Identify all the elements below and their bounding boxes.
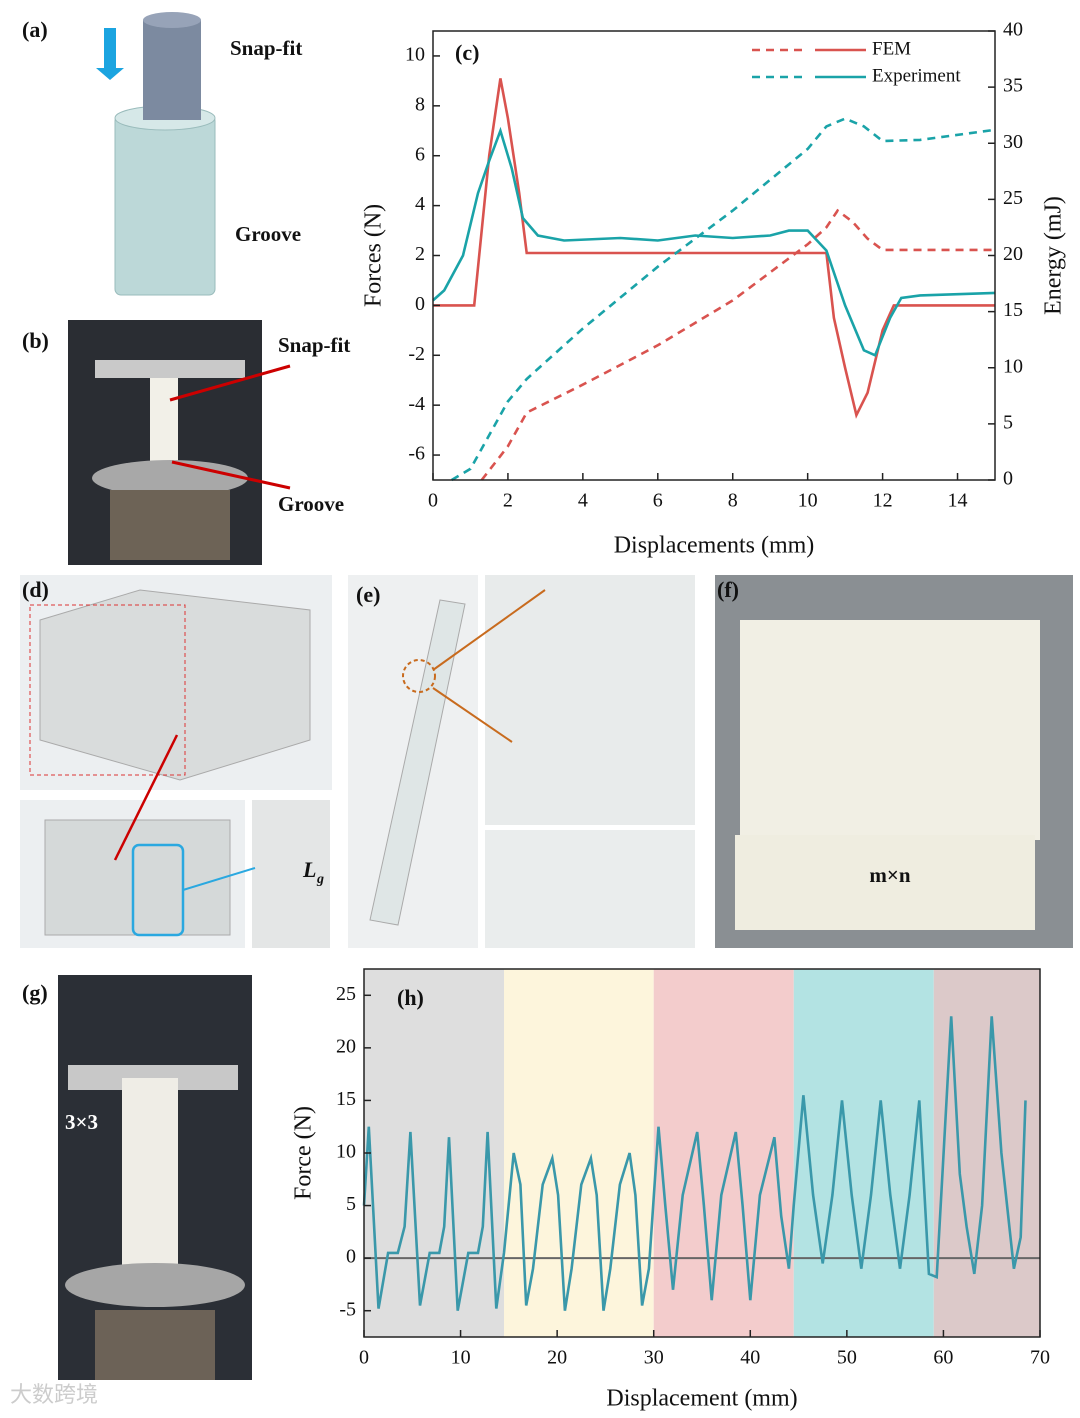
plot-frame (432, 30, 996, 481)
watermark: 大数跨境 (10, 1383, 98, 1408)
x-tick-label: 6 (653, 490, 663, 512)
y2-tick-label: 10 (1003, 355, 1023, 377)
data-line (362, 1016, 1027, 1311)
panel-label: (h) (397, 985, 424, 1010)
data-line (480, 208, 995, 481)
annotation: Groove (235, 222, 301, 246)
y2-tick-label: 35 (1003, 75, 1023, 97)
y-tick-label: 4 (415, 193, 425, 215)
x-tick-label: 12 (873, 490, 893, 512)
annotation: Snap-fit (278, 333, 350, 357)
dimension-subscript: g (316, 872, 324, 887)
y-tick-label: -2 (408, 343, 425, 365)
panel-label: (b) (22, 328, 49, 353)
x-axis-label: Displacements (mm) (614, 533, 815, 559)
x-tick-label: 30 (644, 1347, 664, 1369)
x-tick-label: 10 (798, 490, 818, 512)
data-line (432, 126, 996, 358)
x-tick-label: 2 (503, 490, 513, 512)
panel-label: (e) (356, 582, 380, 607)
region (364, 969, 505, 1337)
panel-label: (d) (22, 577, 49, 602)
y-tick-label: -4 (408, 393, 425, 415)
y2-tick-label: 25 (1003, 187, 1023, 209)
y2-axis-label: Energy (mJ) (1041, 196, 1067, 315)
y-tick-label: 5 (346, 1193, 356, 1215)
cad-render (20, 575, 332, 948)
y-axis-label: Force (N) (291, 1106, 317, 1200)
y-axis-label: Forces (N) (361, 204, 387, 307)
y-tick-label: 0 (346, 1246, 356, 1268)
data-line (451, 117, 996, 482)
y-tick-label: -6 (408, 443, 425, 465)
legend-label: Experiment (872, 65, 961, 86)
snapfit-render (96, 12, 216, 296)
y2-tick-label: 40 (1003, 19, 1023, 41)
panel-label: (c) (455, 40, 479, 65)
annotation: 3×3 (65, 1110, 98, 1134)
x-tick-label: 10 (451, 1347, 471, 1369)
x-tick-label: 8 (728, 490, 738, 512)
photo (58, 975, 252, 1380)
y-tick-label: 15 (336, 1088, 356, 1110)
x-tick-label: 14 (948, 490, 968, 512)
x-tick-label: 50 (837, 1347, 857, 1369)
y2-tick-label: 15 (1003, 299, 1023, 321)
x-tick-label: 60 (933, 1347, 953, 1369)
cad-render (348, 575, 695, 948)
y-tick-label: 6 (415, 143, 425, 165)
panel-label: (g) (22, 980, 48, 1005)
x-tick-label: 40 (740, 1347, 760, 1369)
y-tick-label: 20 (336, 1035, 356, 1057)
y-tick-label: -5 (339, 1298, 356, 1320)
photo (715, 575, 1073, 948)
x-tick-label: 70 (1030, 1347, 1050, 1369)
y-tick-label: 0 (415, 293, 425, 315)
x-tick-label: 0 (359, 1347, 369, 1369)
annotation: Groove (278, 492, 344, 516)
x-tick-label: 20 (547, 1347, 567, 1369)
annotation: Snap-fit (230, 36, 302, 60)
region (793, 969, 934, 1337)
x-axis-label: Displacement (mm) (606, 1386, 797, 1412)
y-tick-label: 10 (405, 44, 425, 66)
region (504, 969, 654, 1337)
y2-tick-label: 5 (1003, 411, 1013, 433)
y-tick-label: 10 (336, 1141, 356, 1163)
panel-label: (a) (22, 17, 48, 42)
dimension-label: L (302, 857, 316, 882)
x-tick-label: 0 (428, 490, 438, 512)
y-tick-label: 2 (415, 243, 425, 265)
legend-label: FEM (872, 38, 911, 59)
panel-label: (f) (717, 577, 739, 602)
annotation: m×n (869, 863, 910, 887)
data-line (433, 78, 995, 419)
y-tick-label: 25 (336, 983, 356, 1005)
y2-tick-label: 20 (1003, 243, 1023, 265)
photo (68, 320, 291, 565)
y2-tick-label: 30 (1003, 131, 1023, 153)
x-tick-label: 4 (578, 490, 588, 512)
y2-tick-label: 0 (1003, 468, 1013, 490)
y-tick-label: 8 (415, 93, 425, 115)
